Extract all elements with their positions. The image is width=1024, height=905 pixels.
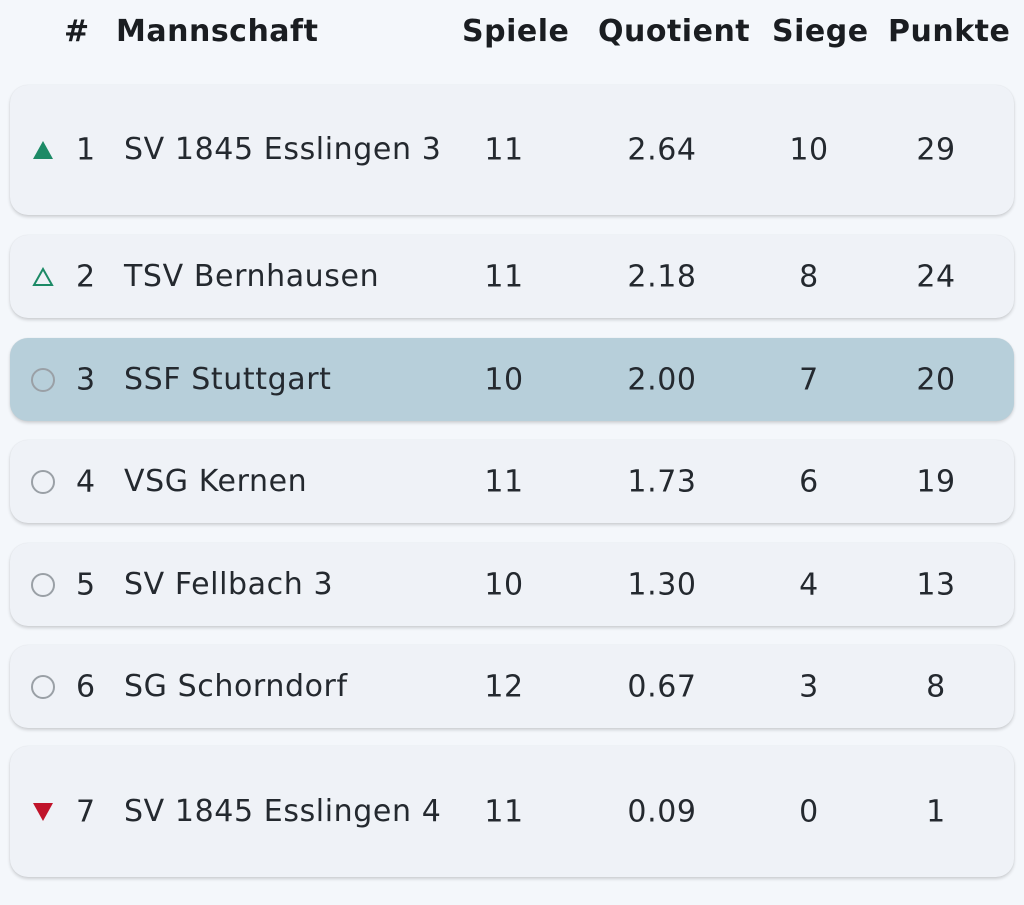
row-rank: 1 (76, 132, 96, 168)
row-quotient: 0.67 (627, 669, 697, 704)
row-team: SV Fellbach 3 (124, 566, 334, 602)
row-quotient: 1.73 (627, 464, 697, 499)
row-games: 12 (484, 669, 524, 704)
row-wins: 3 (799, 669, 819, 704)
table-header: # Mannschaft Spiele Quotient Siege Punkt… (0, 0, 1024, 70)
row-games: 11 (484, 464, 524, 499)
row-games: 11 (484, 132, 524, 168)
row-team: SG Schorndorf (124, 668, 348, 704)
row-wins: 10 (789, 132, 829, 168)
table-row-highlighted[interactable]: 3 SSF Stuttgart 10 2.00 7 20 (10, 338, 1014, 421)
row-points: 29 (916, 132, 956, 168)
row-quotient: 2.00 (627, 362, 697, 397)
row-quotient: 2.18 (627, 259, 697, 294)
row-points: 8 (926, 669, 946, 704)
circle-outline-icon (30, 469, 56, 495)
header-team: Mannschaft (116, 14, 319, 49)
row-points: 20 (916, 362, 956, 397)
circle-outline-icon (30, 367, 56, 393)
row-team: SV 1845 Esslingen 4 (124, 793, 442, 829)
row-quotient: 2.64 (627, 132, 697, 168)
row-points: 24 (916, 259, 956, 294)
row-games: 11 (484, 259, 524, 294)
header-quotient: Quotient (598, 14, 751, 49)
table-row[interactable]: 1 SV 1845 Esslingen 3 11 2.64 10 29 (10, 85, 1014, 215)
row-wins: 4 (799, 567, 819, 602)
table-row[interactable]: 7 SV 1845 Esslingen 4 11 0.09 0 1 (10, 746, 1014, 877)
row-wins: 0 (799, 794, 819, 829)
row-points: 19 (916, 464, 956, 499)
header-rank: # (64, 14, 90, 49)
triangle-up-outline-icon (30, 264, 56, 290)
row-team: VSG Kernen (124, 463, 308, 499)
row-rank: 2 (76, 259, 96, 294)
row-wins: 6 (799, 464, 819, 499)
row-quotient: 0.09 (627, 794, 697, 829)
row-team: SSF Stuttgart (124, 361, 332, 397)
table-row[interactable]: 2 TSV Bernhausen 11 2.18 8 24 (10, 235, 1014, 318)
table-row[interactable]: 6 SG Schorndorf 12 0.67 3 8 (10, 645, 1014, 728)
row-rank: 5 (76, 567, 96, 602)
row-rank: 6 (76, 669, 96, 704)
row-games: 10 (484, 567, 524, 602)
row-quotient: 1.30 (627, 567, 697, 602)
header-points: Punkte (888, 14, 1011, 49)
circle-outline-icon (30, 572, 56, 598)
table-row[interactable]: 5 SV Fellbach 3 10 1.30 4 13 (10, 543, 1014, 626)
circle-outline-icon (30, 674, 56, 700)
row-games: 11 (484, 794, 524, 829)
row-wins: 8 (799, 259, 819, 294)
triangle-down-filled-icon (30, 799, 56, 825)
row-rank: 3 (76, 362, 96, 397)
table-row[interactable]: 4 VSG Kernen 11 1.73 6 19 (10, 440, 1014, 523)
row-team: TSV Bernhausen (124, 258, 380, 294)
row-games: 10 (484, 362, 524, 397)
row-points: 1 (926, 794, 946, 829)
triangle-up-filled-icon (30, 137, 56, 163)
row-rank: 7 (76, 794, 96, 829)
row-rank: 4 (76, 464, 96, 499)
header-games: Spiele (462, 14, 570, 49)
row-team: SV 1845 Esslingen 3 (124, 132, 442, 167)
header-wins: Siege (772, 14, 869, 49)
row-points: 13 (916, 567, 956, 602)
row-wins: 7 (799, 362, 819, 397)
